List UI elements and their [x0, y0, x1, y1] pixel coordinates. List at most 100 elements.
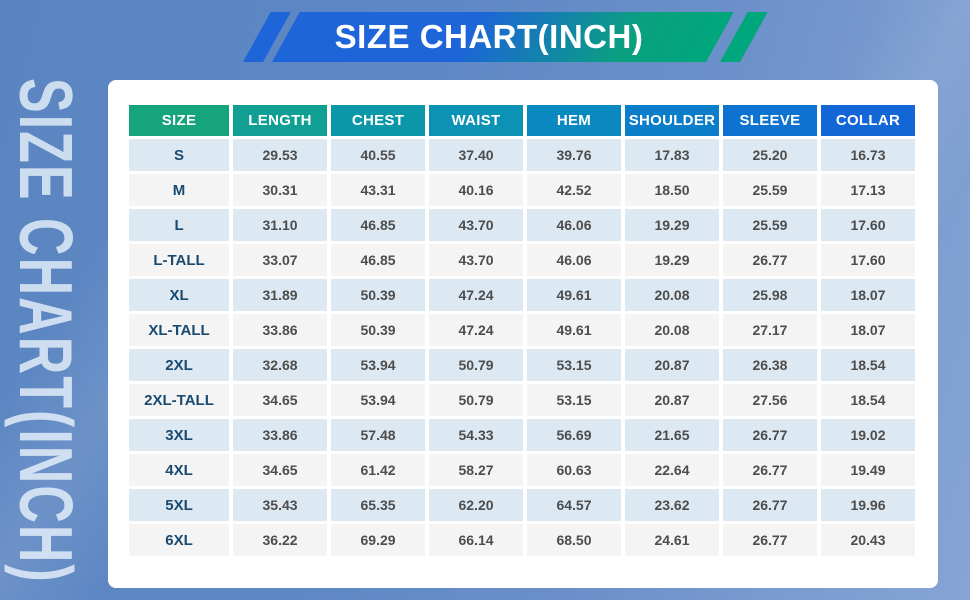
table-header-row: SIZE LENGTH CHEST WAIST HEM SHOULDER SLEEVE COL…	[129, 105, 915, 136]
cell-2xl-chest: 53.94	[331, 349, 426, 381]
cell-xl-collar: 18.07	[820, 279, 915, 311]
cell-l-tall-waist: 43.70	[429, 244, 523, 276]
table-row-s: S 29.53 40.55 37.40 39.76 17.83 25.20 16.73	[129, 139, 915, 171]
cell-l-collar: 17.60	[820, 209, 915, 241]
table-row-m: M 30.31 43.31 40.16 42.52 18.50 25.59 17.13	[129, 174, 915, 206]
size-chart-table: SIZE LENGTH CHEST WAIST HEM SHOULDER SLEEVE COL…	[125, 102, 919, 559]
cell-s-hem: 39.76	[527, 139, 621, 171]
column-header-shoulder: SHOULDER	[624, 105, 719, 136]
column-header-waist: WAIST	[429, 105, 523, 136]
size-label-6xl: 6XL	[129, 524, 230, 556]
cell-l-length: 31.10	[233, 209, 328, 241]
cell-s-shoulder: 17.83	[624, 139, 719, 171]
cell-4xl-shoulder: 22.64	[624, 454, 719, 486]
cell-xl-tall-waist: 47.24	[429, 314, 523, 346]
cell-xl-sleeve: 25.98	[722, 279, 817, 311]
cell-3xl-chest: 57.48	[331, 419, 426, 451]
column-header-hem: HEM	[527, 105, 621, 136]
cell-4xl-chest: 61.42	[331, 454, 426, 486]
table-row-xl: XL 31.89 50.39 47.24 49.61 20.08 25.98 18.07	[129, 279, 915, 311]
cell-m-collar: 17.13	[820, 174, 915, 206]
cell-m-hem: 42.52	[527, 174, 621, 206]
cell-xl-tall-hem: 49.61	[527, 314, 621, 346]
cell-4xl-collar: 19.49	[820, 454, 915, 486]
cell-l-tall-length: 33.07	[233, 244, 328, 276]
cell-s-waist: 37.40	[429, 139, 523, 171]
cell-2xl-waist: 50.79	[429, 349, 523, 381]
cell-s-chest: 40.55	[331, 139, 426, 171]
cell-2xl-hem: 53.15	[527, 349, 621, 381]
cell-xl-tall-chest: 50.39	[331, 314, 426, 346]
cell-3xl-hem: 56.69	[527, 419, 621, 451]
cell-s-length: 29.53	[233, 139, 328, 171]
cell-l-sleeve: 25.59	[722, 209, 817, 241]
cell-3xl-shoulder: 21.65	[624, 419, 719, 451]
table-row-6xl: 6XL 36.22 69.29 66.14 68.50 24.61 26.77 20.43	[129, 524, 915, 556]
cell-2xl-tall-sleeve: 27.56	[722, 384, 817, 416]
cell-5xl-collar: 19.96	[820, 489, 915, 521]
cell-m-waist: 40.16	[429, 174, 523, 206]
size-label-m: M	[129, 174, 230, 206]
size-label-4xl: 4XL	[129, 454, 230, 486]
cell-s-sleeve: 25.20	[722, 139, 817, 171]
cell-l-hem: 46.06	[527, 209, 621, 241]
table-row-3xl: 3XL 33.86 57.48 54.33 56.69 21.65 26.77 19.02	[129, 419, 915, 451]
size-label-s: S	[129, 139, 230, 171]
cell-2xl-collar: 18.54	[820, 349, 915, 381]
cell-4xl-length: 34.65	[233, 454, 328, 486]
cell-xl-shoulder: 20.08	[624, 279, 719, 311]
cell-m-shoulder: 18.50	[624, 174, 719, 206]
cell-xl-length: 31.89	[233, 279, 328, 311]
cell-5xl-shoulder: 23.62	[624, 489, 719, 521]
cell-s-collar: 16.73	[820, 139, 915, 171]
column-header-sleeve: SLEEVE	[722, 105, 817, 136]
cell-l-tall-hem: 46.06	[527, 244, 621, 276]
cell-2xl-length: 32.68	[233, 349, 328, 381]
cell-5xl-length: 35.43	[233, 489, 328, 521]
table-row-l-tall: L-TALL 33.07 46.85 43.70 46.06 19.29 26.77 17.6…	[129, 244, 915, 276]
size-chart-panel: SIZE LENGTH CHEST WAIST HEM SHOULDER SLEEVE COL…	[108, 80, 938, 588]
cell-2xl-tall-waist: 50.79	[429, 384, 523, 416]
cell-xl-tall-collar: 18.07	[820, 314, 915, 346]
cell-m-sleeve: 25.59	[722, 174, 817, 206]
size-label-2xl-tall: 2XL-TALL	[129, 384, 230, 416]
table-header: SIZE LENGTH CHEST WAIST HEM SHOULDER SLEEVE COL…	[129, 105, 915, 136]
cell-4xl-hem: 60.63	[527, 454, 621, 486]
cell-l-shoulder: 19.29	[624, 209, 719, 241]
cell-6xl-chest: 69.29	[331, 524, 426, 556]
cell-xl-chest: 50.39	[331, 279, 426, 311]
cell-6xl-collar: 20.43	[820, 524, 915, 556]
cell-xl-hem: 49.61	[527, 279, 621, 311]
cell-xl-tall-length: 33.86	[233, 314, 328, 346]
size-label-l-tall: L-TALL	[129, 244, 230, 276]
cell-l-tall-collar: 17.60	[820, 244, 915, 276]
column-header-length: LENGTH	[233, 105, 328, 136]
cell-l-tall-sleeve: 26.77	[722, 244, 817, 276]
table-row-2xl: 2XL 32.68 53.94 50.79 53.15 20.87 26.38 18.54	[129, 349, 915, 381]
column-header-chest: CHEST	[331, 105, 426, 136]
cell-2xl-tall-length: 34.65	[233, 384, 328, 416]
cell-l-tall-chest: 46.85	[331, 244, 426, 276]
size-label-xl: XL	[129, 279, 230, 311]
cell-xl-tall-shoulder: 20.08	[624, 314, 719, 346]
cell-4xl-sleeve: 26.77	[722, 454, 817, 486]
cell-2xl-tall-hem: 53.15	[527, 384, 621, 416]
cell-5xl-waist: 62.20	[429, 489, 523, 521]
size-label-xl-tall: XL-TALL	[129, 314, 230, 346]
cell-5xl-chest: 65.35	[331, 489, 426, 521]
size-label-2xl: 2XL	[129, 349, 230, 381]
cell-5xl-hem: 64.57	[527, 489, 621, 521]
table-row-2xl-tall: 2XL-TALL 34.65 53.94 50.79 53.15 20.87 27.56 18…	[129, 384, 915, 416]
cell-3xl-sleeve: 26.77	[722, 419, 817, 451]
size-label-3xl: 3XL	[129, 419, 230, 451]
cell-2xl-shoulder: 20.87	[624, 349, 719, 381]
cell-3xl-waist: 54.33	[429, 419, 523, 451]
cell-6xl-shoulder: 24.61	[624, 524, 719, 556]
column-header-size: SIZE	[129, 105, 230, 136]
cell-m-length: 30.31	[233, 174, 328, 206]
size-label-l: L	[129, 209, 230, 241]
cell-2xl-tall-collar: 18.54	[820, 384, 915, 416]
cell-l-chest: 46.85	[331, 209, 426, 241]
table-row-xl-tall: XL-TALL 33.86 50.39 47.24 49.61 20.08 27.17 18.…	[129, 314, 915, 346]
column-header-collar: COLLAR	[820, 105, 915, 136]
